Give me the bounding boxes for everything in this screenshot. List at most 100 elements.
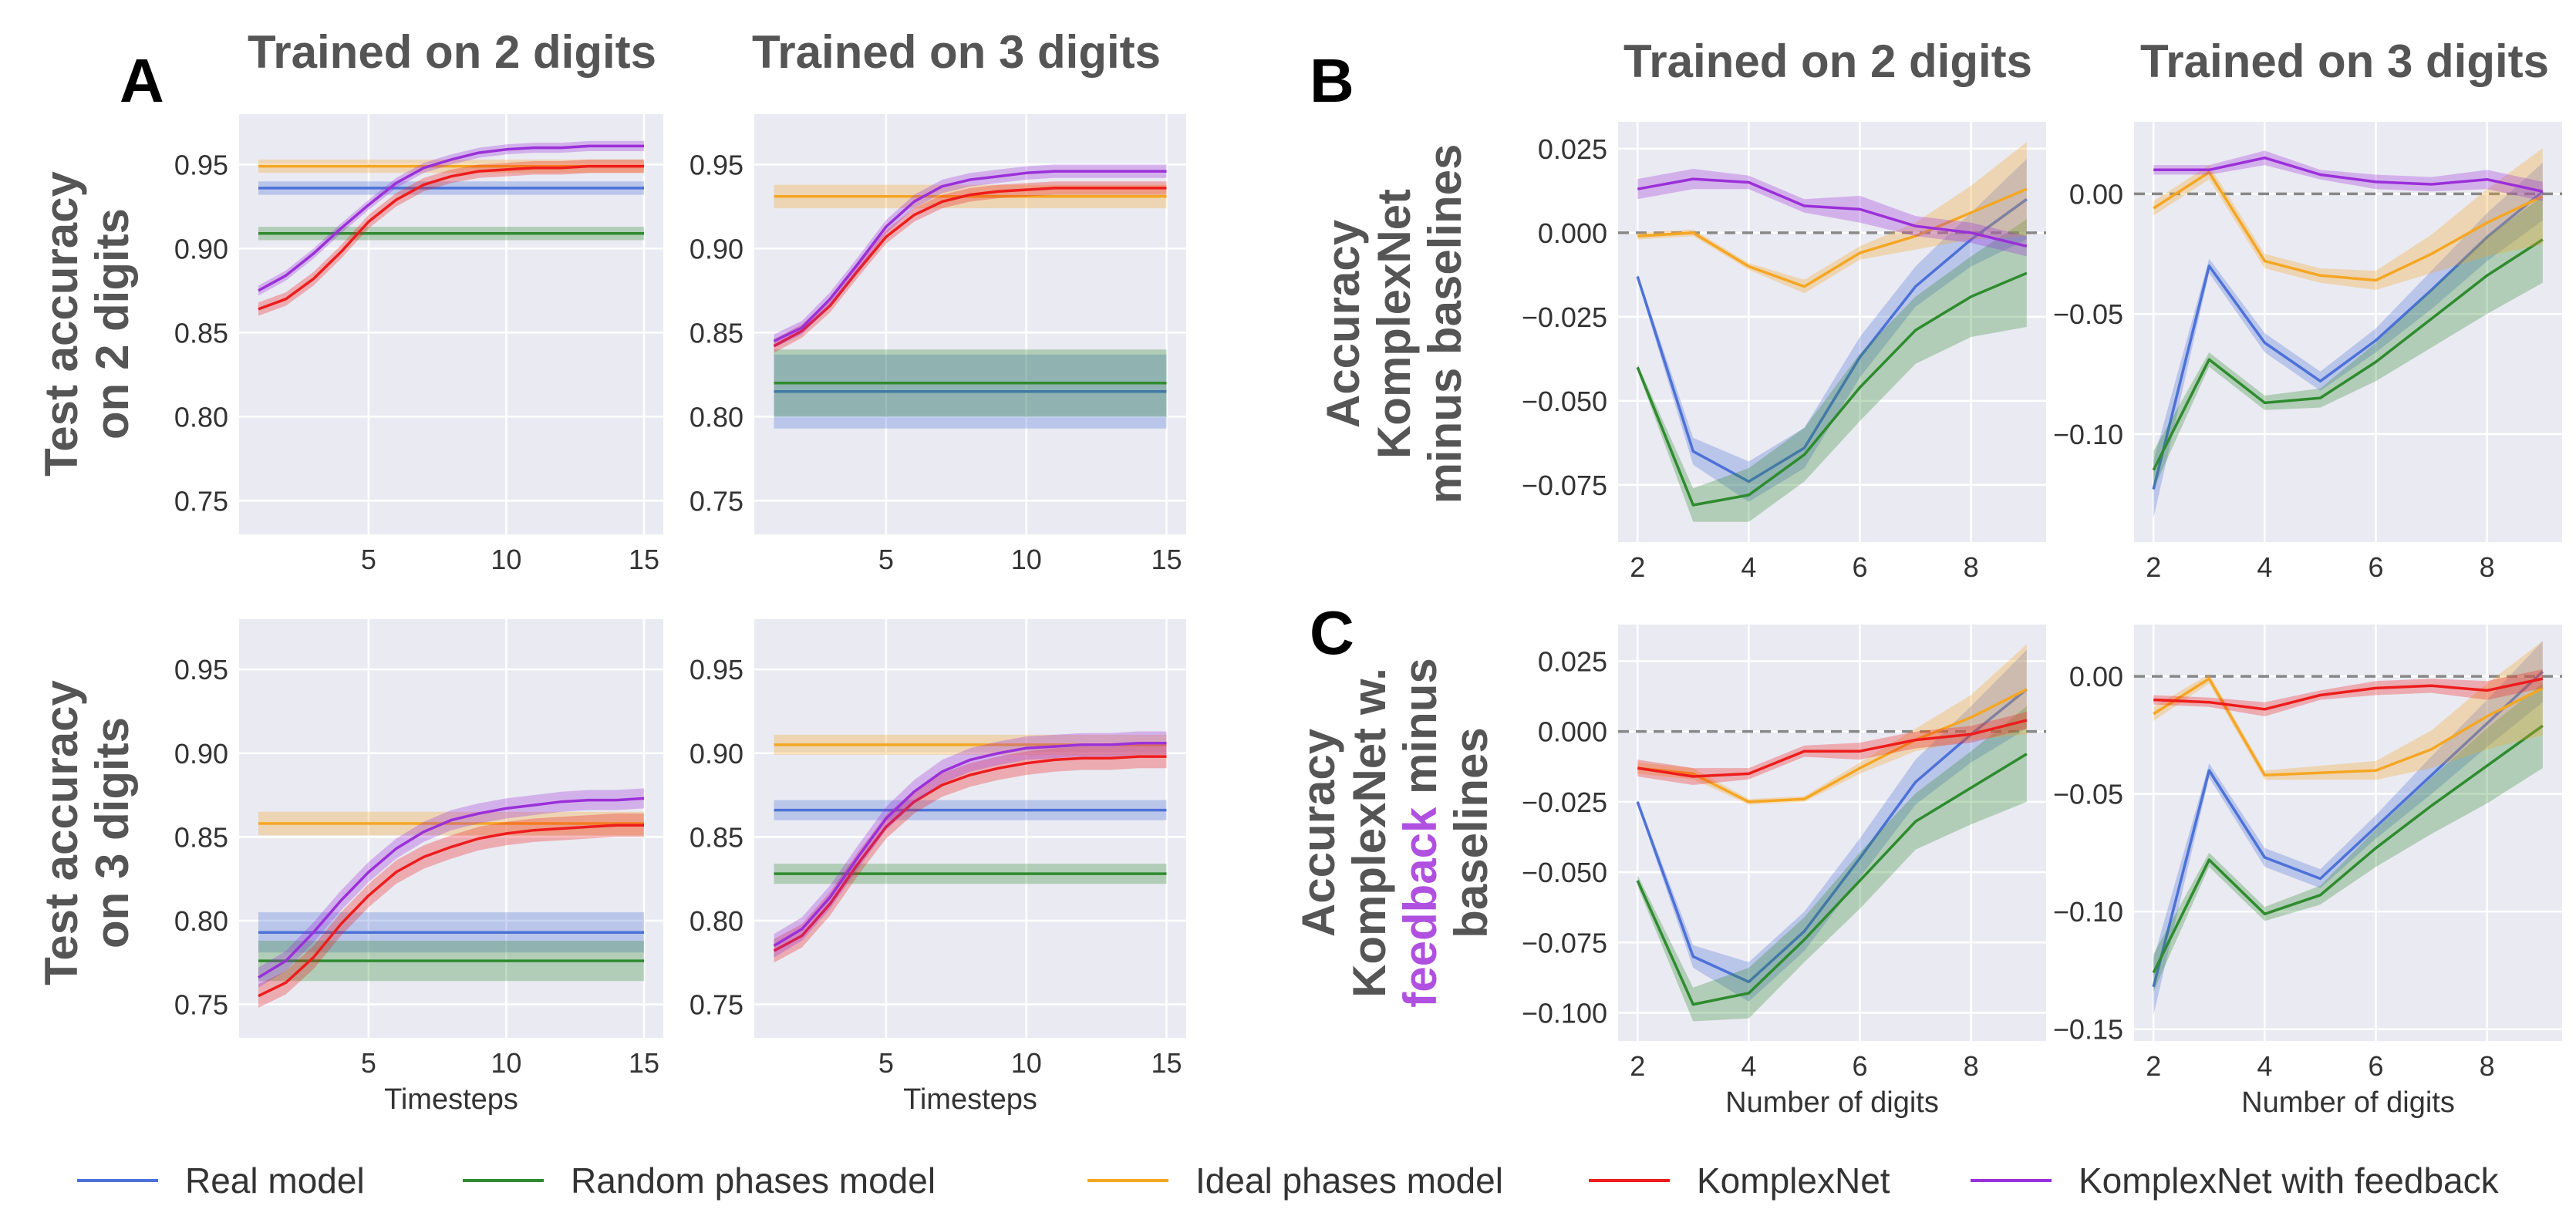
x-tick-label: 5 [878,544,894,575]
line-feedback [2153,156,2544,194]
x-tick-label: 10 [1011,544,1042,575]
row-label-c-line3b: minus [1394,658,1446,807]
row-label-c-line2: KomplexNet w. [1344,668,1395,998]
plot-body [773,731,1167,963]
plot-area [2134,122,2562,542]
band-real [2153,162,2543,518]
legend-item-feedback: KomplexNet with feedback [1971,1160,2500,1201]
x-tick-label: 6 [1853,551,1868,583]
x-tick-label: 5 [361,544,376,575]
line-komplex [1637,719,2028,778]
legend-item-random: Random phases model [463,1160,936,1201]
y-tick-label: 0.025 [1538,645,1607,677]
panel-a-row1-col2: 0.75 0.80 0.85 0.90 0.95 5 10 15 [690,114,1186,575]
legend-item-real: Real model [77,1160,365,1201]
x-tick-label: 2 [2146,1050,2161,1082]
legend-label-komplexnet: KomplexNet [1697,1160,1890,1201]
x-tick-label: 4 [1741,551,1756,583]
panel-c-col2: −0.15 −0.10 −0.05 0.00 2 4 6 8 Number of digits [2053,625,2562,1119]
line-ideal [1637,688,2028,803]
band-komplex [774,744,1167,963]
panel-a-row2-col2: 0.75 0.80 0.85 0.90 0.95 5 10 15 Timesteps [690,619,1186,1116]
y-tick-label: 0.90 [690,738,743,770]
y-tick-label: 0.000 [1538,217,1607,249]
y-tick-label: 0.000 [1538,716,1607,748]
band-ideal [1637,142,2027,294]
panel-b-col1: −0.075 −0.050 −0.025 0.000 0.025 2 4 6 8 [1522,122,2046,583]
row-label-b-line1: Accuracy [1317,219,1369,428]
row-label-c-line3: feedback minus [1394,658,1446,1008]
plot-body [773,164,1167,429]
line-random [2152,724,2544,974]
y-tick-label: 0.95 [174,654,228,685]
x-axis-label: Number of digits [2241,1086,2455,1119]
x-tick-label: 2 [2146,551,2161,583]
band-komplex [1637,712,2027,785]
x-tick-label: 10 [1011,1047,1042,1079]
x-tick-label: 6 [2369,551,2384,583]
row-label-c-line3a: feedback [1394,807,1446,1008]
line-ideal [1637,187,2028,288]
row-label-a-top-line1: Test accuracy [35,170,87,476]
x-tick-label: 15 [629,544,659,575]
row-label-b-line2: KomplexNet [1368,189,1420,459]
row-label-a-top: Test accuracy on 2 digits [35,170,138,476]
y-tick-label: 0.75 [174,485,228,517]
y-tick-label: −0.050 [1522,857,1607,888]
title-a-col1: Trained on 2 digits [248,26,656,78]
x-tick-label: 6 [2369,1050,2384,1082]
y-tick-label: 0.025 [1538,133,1607,165]
panel-letter-c: C [1310,598,1354,667]
x-tick-label: 2 [1630,551,1645,583]
y-tick-label: −0.100 [1522,998,1607,1029]
x-tick-label: 4 [2257,1050,2272,1082]
band-feedback [258,788,644,988]
panel-c-col1: −0.100 −0.075 −0.050 −0.025 0.000 0.025 2 4 6 8 Nu… [1522,625,2046,1119]
y-tick-label: 0.80 [174,401,228,433]
band-feedback [774,731,1167,958]
y-tick-label: 0.85 [690,821,743,853]
plot-body [258,140,644,316]
line-real [2152,670,2544,988]
row-label-c: Accuracy KomplexNet w. feedback minus ba… [1293,658,1497,1008]
y-tick-label: 0.95 [690,149,743,180]
y-tick-label: −0.15 [2053,1014,2123,1046]
y-tick-label: 0.75 [690,485,743,517]
y-tick-label: −0.10 [2053,419,2123,450]
line-komplex [258,164,644,311]
line-ideal [2153,677,2544,777]
x-tick-label: 8 [1964,1050,1979,1082]
y-tick-label: 0.80 [174,905,228,937]
panel-letter-b: B [1310,46,1354,115]
y-tick-label: 0.00 [2069,661,2123,692]
band-feedback [2153,150,2543,201]
line-feedback [258,144,644,292]
line-random [1636,753,2028,1006]
x-tick-label: 6 [1853,1050,1868,1082]
row-label-b-line3: minus baselines [1419,144,1471,504]
line-komplex [258,824,644,998]
band-random [1637,706,2027,1022]
y-tick-label: −0.10 [2053,896,2123,928]
x-axis-label: Timesteps [903,1083,1037,1116]
x-tick-label: 4 [1741,1050,1756,1082]
x-tick-label: 15 [1151,544,1182,575]
plot-area [239,114,663,534]
plot-body [1636,142,2028,522]
band-random [2153,196,2543,490]
legend-label-feedback: KomplexNet with feedback [2079,1160,2500,1201]
y-tick-label: −0.025 [1522,787,1607,818]
y-tick-label: 0.85 [174,317,228,349]
title-b-col1: Trained on 2 digits [1623,35,2032,87]
plot-body [2152,641,2544,1016]
y-tick-label: −0.050 [1522,386,1607,417]
line-feedback [1637,177,2028,248]
y-tick-label: 0.90 [174,738,228,770]
plot-area [754,114,1186,534]
plot-area [239,619,663,1038]
band-feedback [1637,169,2027,257]
y-tick-label: 0.75 [690,989,743,1021]
y-tick-label: 0.75 [174,989,228,1021]
x-axis-label: Number of digits [1725,1086,1939,1119]
band-random [1637,219,2027,522]
